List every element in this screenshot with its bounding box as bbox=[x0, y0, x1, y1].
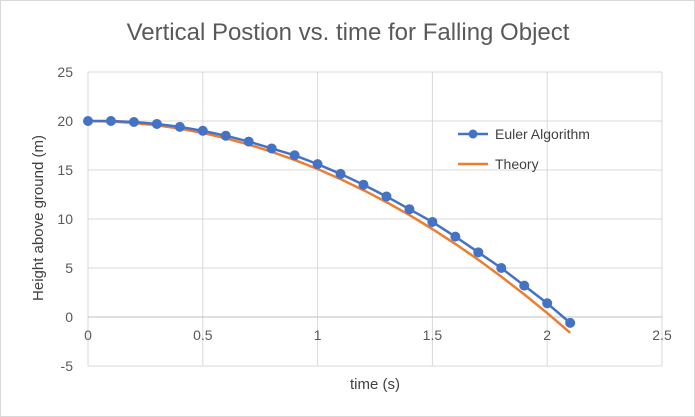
x-tick-label: 2 bbox=[543, 327, 551, 343]
data-point bbox=[450, 231, 461, 242]
data-point bbox=[128, 116, 139, 127]
data-point bbox=[542, 298, 553, 309]
data-point bbox=[289, 150, 300, 161]
x-tick-label: 2.5 bbox=[652, 327, 672, 343]
legend-item: Theory bbox=[458, 156, 539, 172]
x-tick-labels: 0 0.5 1 1.5 2 2.5 bbox=[84, 327, 672, 343]
series-theory bbox=[87, 119, 571, 334]
data-point bbox=[519, 280, 530, 291]
data-point bbox=[197, 125, 208, 136]
x-axis-label: time (s) bbox=[350, 376, 400, 393]
data-point bbox=[473, 247, 484, 258]
data-point bbox=[427, 216, 438, 227]
x-tick-label: 1.5 bbox=[423, 327, 443, 343]
data-point bbox=[565, 317, 576, 328]
data-point bbox=[105, 116, 116, 126]
y-tick-label: 5 bbox=[65, 260, 73, 276]
legend: Euler Algorithm Theory bbox=[458, 126, 590, 172]
x-tick-label: 0 bbox=[84, 327, 92, 343]
x-tick-label: 0.5 bbox=[193, 327, 213, 343]
legend-item: Euler Algorithm bbox=[458, 126, 590, 142]
y-tick-label: 15 bbox=[57, 162, 73, 178]
y-axis-label: Height above ground (m) bbox=[30, 135, 47, 301]
series-euler-algorithm bbox=[83, 116, 576, 328]
chart-title: Vertical Postion vs. time for Falling Ob… bbox=[127, 19, 570, 46]
series-line bbox=[88, 119, 571, 324]
data-point bbox=[312, 159, 323, 170]
data-point bbox=[404, 204, 415, 215]
data-point bbox=[358, 179, 369, 190]
x-tick-label: 1 bbox=[314, 327, 322, 343]
series-line bbox=[87, 119, 571, 334]
plot-series bbox=[83, 116, 576, 334]
data-point bbox=[83, 116, 93, 126]
y-tick-label: 0 bbox=[65, 309, 73, 325]
legend-label: Theory bbox=[495, 156, 539, 172]
grid-lines bbox=[87, 71, 663, 367]
data-point bbox=[381, 191, 392, 202]
data-point bbox=[496, 263, 507, 273]
data-point bbox=[335, 168, 346, 179]
legend-marker bbox=[468, 129, 478, 139]
data-point bbox=[151, 118, 162, 129]
legend-label: Euler Algorithm bbox=[495, 126, 590, 142]
data-point bbox=[174, 121, 185, 132]
y-tick-label: 20 bbox=[57, 113, 73, 129]
y-tick-label: -5 bbox=[61, 358, 74, 374]
data-point bbox=[243, 136, 254, 147]
y-tick-label: 25 bbox=[57, 64, 73, 80]
data-point bbox=[220, 130, 231, 141]
y-tick-label: 10 bbox=[57, 211, 73, 227]
data-point bbox=[266, 143, 277, 154]
y-tick-labels: -5 0 5 10 15 20 25 bbox=[57, 64, 73, 374]
